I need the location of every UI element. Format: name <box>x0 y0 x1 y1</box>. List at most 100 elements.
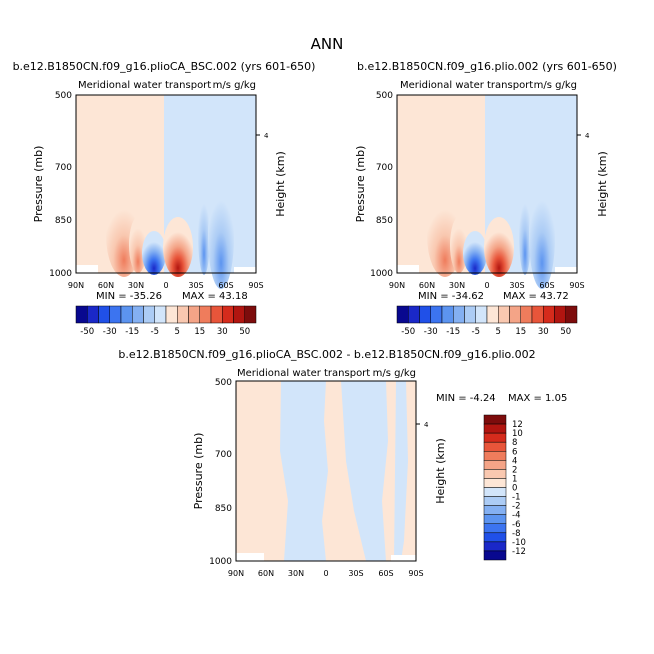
diff-colorbar-label: -8 <box>512 529 520 539</box>
diff-xtick-30n: 30N <box>288 569 304 578</box>
left-colorbar-label: 50 <box>239 327 250 337</box>
left-min-label: MIN = -35.26 <box>96 291 162 302</box>
right-x-ticks: 90N 60N 30N 0 30S 60S 90S <box>389 281 585 290</box>
left-xtick-60s: 60S <box>218 281 233 290</box>
diff-subtitle: Meridional water transport <box>237 368 370 379</box>
diff-ytick-700: 700 <box>215 450 232 460</box>
right-colorbar-swatch <box>475 305 488 324</box>
diff-colorbar-swatch <box>483 532 507 543</box>
left-xtick-60n: 60N <box>98 281 114 290</box>
diff-colorbar-label: 6 <box>512 447 517 457</box>
right-colorbar-label: 5 <box>496 327 501 337</box>
diff-units: m/s g/kg <box>373 368 416 379</box>
right-colorbar-swatch <box>565 305 578 324</box>
diff-colorbar-label: -2 <box>512 502 520 512</box>
left-contour-field <box>75 94 257 289</box>
diff-ytick-1000: 1000 <box>209 557 232 567</box>
diff-colorbar-label: -1 <box>512 493 520 503</box>
left-colorbar: -50 -30 -15 -5 5 15 30 50 <box>75 305 257 337</box>
diff-colorbar-label: 12 <box>512 420 523 430</box>
diff-colorbar-label: -4 <box>512 511 520 521</box>
left-colorbar-swatch <box>87 305 99 324</box>
right-right-label: Height (km) <box>596 151 609 217</box>
left-ytick-1000: 1000 <box>49 269 72 279</box>
left-colorbar-swatch <box>222 305 234 324</box>
left-colorbar-swatch <box>244 305 257 324</box>
left-ytick-700: 700 <box>55 163 72 173</box>
right-ytick-700: 700 <box>376 163 393 173</box>
diff-colorbar-swatch <box>483 432 507 443</box>
left-right-label: Height (km) <box>274 151 287 217</box>
right-colorbar-label: -5 <box>472 327 480 337</box>
diff-colorbar-swatch <box>483 523 507 534</box>
diff-colorbar-swatch <box>483 496 507 506</box>
diff-colorbar-swatch <box>483 541 507 552</box>
diff-xtick-60n: 60N <box>258 569 274 578</box>
right-colorbar-swatch <box>408 305 420 324</box>
diff-colorbar-label: -12 <box>512 547 526 557</box>
right-ytick-500: 500 <box>376 91 393 101</box>
left-case-title: b.e12.B1850CN.f09_g16.plioCA_BSC.002 (yr… <box>13 60 316 73</box>
right-colorbar-swatch <box>498 305 510 324</box>
diff-colorbar-label: 2 <box>512 465 517 475</box>
right-xtick-90s: 90S <box>569 281 584 290</box>
left-xtick-30s: 30S <box>188 281 203 290</box>
left-xtick-30n: 30N <box>128 281 144 290</box>
left-ytick-850: 850 <box>55 216 72 226</box>
right-xtick-60s: 60S <box>539 281 554 290</box>
diff-min-label: MIN = -4.24 <box>436 393 496 404</box>
diff-contour-field <box>235 380 417 562</box>
right-max-label: MAX = 43.72 <box>503 291 569 302</box>
right-colorbar-label: 50 <box>560 327 571 337</box>
diff-xtick-0: 0 <box>323 569 328 578</box>
diff-colorbar-label: 10 <box>512 429 523 439</box>
right-colorbar-label: 30 <box>538 327 549 337</box>
right-colorbar-swatch <box>396 305 409 324</box>
right-colorbar-swatch <box>554 305 566 324</box>
right-xtick-60n: 60N <box>419 281 435 290</box>
left-subtitle: Meridional water transport <box>78 80 211 91</box>
left-xtick-0: 0 <box>163 281 168 290</box>
right-colorbar-swatch <box>531 305 544 324</box>
left-colorbar-swatch <box>109 305 122 324</box>
left-ylabel: Pressure (mb) <box>32 146 45 223</box>
diff-xtick-30s: 30S <box>348 569 363 578</box>
right-xtick-90n: 90N <box>389 281 405 290</box>
left-x-ticks: 90N 60N 30N 0 30S 60S 90S <box>68 281 264 290</box>
right-right-tick-label: 4 <box>585 132 590 140</box>
left-colorbar-swatch <box>75 305 88 324</box>
right-contour-field <box>396 94 578 289</box>
diff-xtick-90n: 90N <box>228 569 244 578</box>
right-colorbar: -50 -30 -15 -5 5 15 30 50 <box>396 305 578 337</box>
right-colorbar-swatch <box>543 305 555 324</box>
right-colorbar-label: -15 <box>446 327 460 337</box>
figure-title: ANN <box>311 35 344 53</box>
diff-colorbar-label: -6 <box>512 520 520 530</box>
left-colorbar-swatch <box>132 305 144 324</box>
left-y-ticks: 500 700 850 1000 <box>49 91 72 279</box>
diff-colorbar-swatch <box>483 414 507 425</box>
diff-colorbar-label: 1 <box>512 474 517 484</box>
diff-colorbar-swatch <box>483 460 507 470</box>
diff-colorbar-swatch <box>483 441 507 452</box>
right-colorbar-label: -30 <box>424 327 438 337</box>
right-y-ticks: 500 700 850 1000 <box>370 91 393 279</box>
left-colorbar-swatch <box>177 305 189 324</box>
left-colorbar-label: 30 <box>217 327 228 337</box>
right-ytick-1000: 1000 <box>370 269 393 279</box>
right-min-label: MIN = -34.62 <box>418 291 484 302</box>
right-colorbar-swatch <box>520 305 533 324</box>
right-xtick-0: 0 <box>484 281 489 290</box>
right-colorbar-swatch <box>509 305 521 324</box>
left-colorbar-swatch <box>199 305 212 324</box>
right-panel: b.e12.B1850CN.f09_g16.plio.002 (yrs 601-… <box>354 60 617 302</box>
diff-ytick-500: 500 <box>215 378 232 388</box>
diff-colorbar-label: 8 <box>512 438 517 448</box>
right-colorbar-swatch <box>464 305 476 324</box>
left-colorbar-swatch <box>188 305 200 324</box>
left-colorbar-swatch <box>210 305 223 324</box>
diff-colorbar-label: 4 <box>512 456 517 466</box>
left-max-label: MAX = 43.18 <box>182 291 248 302</box>
